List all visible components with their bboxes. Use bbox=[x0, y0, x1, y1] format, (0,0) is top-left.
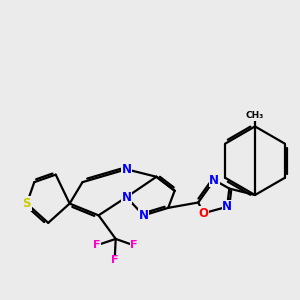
Text: CH₃: CH₃ bbox=[246, 111, 264, 120]
Text: N: N bbox=[139, 209, 148, 222]
Text: F: F bbox=[93, 240, 100, 250]
Text: F: F bbox=[111, 255, 118, 266]
Text: N: N bbox=[222, 200, 232, 213]
Text: O: O bbox=[199, 207, 208, 220]
Text: S: S bbox=[22, 197, 31, 210]
Text: N: N bbox=[122, 190, 131, 204]
Text: N: N bbox=[209, 173, 219, 187]
Text: F: F bbox=[130, 240, 138, 250]
Text: N: N bbox=[122, 163, 131, 176]
